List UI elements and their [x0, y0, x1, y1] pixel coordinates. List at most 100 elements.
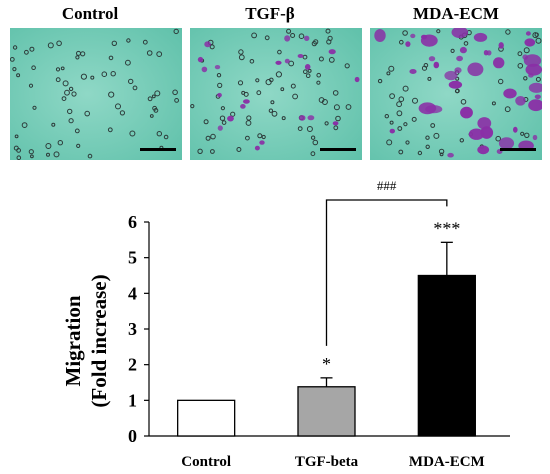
panel-title-control: Control — [61, 4, 119, 23]
membrane-pore — [298, 33, 305, 39]
membrane-pore — [288, 60, 295, 67]
membrane-pore — [396, 110, 403, 117]
significance-label: *** — [433, 218, 460, 238]
migrated-cell — [493, 57, 505, 69]
migrated-cell — [409, 69, 417, 74]
membrane-pore — [156, 131, 163, 137]
membrane-pore — [505, 29, 511, 35]
membrane-pore — [68, 86, 74, 92]
membrane-pore — [108, 91, 115, 98]
membrane-pore — [190, 104, 195, 109]
membrane-pore — [425, 144, 430, 150]
migrated-cell — [304, 35, 310, 41]
membrane-pore — [523, 47, 530, 54]
membrane-pore — [245, 135, 250, 141]
membrane-pore — [210, 133, 216, 140]
migrated-cell — [477, 145, 490, 155]
migration-bar-chart: 0 1 2 3 4 5 6 Migration (Fold increase) Control * T… — [61, 178, 510, 470]
membrane-pore — [142, 39, 148, 45]
membrane-pore — [173, 28, 179, 35]
membrane-pore — [412, 97, 418, 104]
membrane-pore — [324, 121, 329, 126]
scale-bar — [500, 148, 536, 151]
membrane-pore — [53, 151, 60, 158]
migrated-cell — [214, 65, 221, 70]
membrane-pore — [237, 80, 244, 86]
significance-label: * — [322, 354, 331, 374]
migrated-cell — [460, 106, 473, 119]
migrated-cell — [298, 115, 306, 121]
membrane-pore — [60, 66, 65, 71]
membrane-pore — [151, 94, 156, 99]
membrane-pore — [80, 73, 88, 80]
membrane-pore — [243, 91, 249, 97]
migrated-cell — [374, 29, 386, 42]
membrane-pore — [62, 80, 69, 87]
membrane-pore — [335, 115, 341, 122]
membrane-pore — [325, 28, 331, 34]
membrane-pore — [31, 65, 36, 71]
membrane-pore — [306, 126, 313, 132]
membrane-pore — [269, 77, 274, 83]
membrane-pore — [333, 125, 339, 131]
migrated-cell — [528, 82, 542, 93]
bar-tgf-beta — [297, 386, 356, 437]
membrane-pore — [28, 149, 34, 155]
membrane-pore — [246, 115, 252, 121]
migrated-cell — [240, 104, 246, 109]
membrane-pore — [84, 110, 90, 117]
membrane-pore — [455, 88, 460, 94]
x-tick-label: Control — [181, 454, 231, 470]
migrated-cell — [204, 41, 211, 48]
panel-title-tgf: TGF-β — [245, 4, 295, 23]
migrated-cell — [454, 67, 462, 74]
membrane-pore — [119, 110, 126, 116]
membrane-pore — [29, 46, 35, 52]
migrated-cell — [525, 31, 531, 36]
membrane-pore — [238, 54, 245, 61]
membrane-pore — [430, 123, 436, 128]
scale-bar — [140, 148, 176, 151]
membrane-pore — [256, 90, 262, 96]
micrograph-control — [10, 28, 182, 160]
membrane-pore — [327, 35, 333, 41]
membrane-pore — [221, 120, 227, 125]
membrane-pore — [147, 96, 153, 102]
membrane-pore — [251, 32, 257, 39]
membrane-pore — [290, 83, 296, 89]
membrane-pore — [311, 41, 317, 47]
membrane-pore — [524, 132, 530, 139]
migrated-cell — [197, 56, 204, 63]
membrane-pore — [504, 106, 511, 113]
y-tick-label: 2 — [128, 355, 137, 375]
membrane-pore — [128, 78, 134, 85]
x-tick-label: MDA-ECM — [409, 454, 485, 470]
membrane-pore — [45, 143, 52, 149]
migrated-cell — [515, 96, 526, 106]
membrane-pore — [16, 73, 21, 78]
migrated-cell — [284, 35, 291, 42]
migrated-cell — [284, 58, 290, 64]
migrated-cell — [354, 76, 360, 83]
migrated-cell — [459, 46, 467, 54]
migrated-cell — [328, 49, 336, 55]
membrane-pore — [388, 65, 395, 72]
membrane-pore — [236, 147, 242, 152]
membrane-pore — [68, 118, 74, 124]
y-tick-label: 1 — [128, 390, 137, 410]
migrated-cell — [243, 99, 250, 104]
membrane-pore — [56, 40, 62, 47]
membrane-pore — [163, 134, 169, 140]
migrated-cell — [297, 54, 304, 58]
y-axis-label: Migration — [61, 295, 85, 386]
migrated-cell — [477, 117, 492, 130]
migrated-cell — [227, 115, 234, 122]
membrane-pore — [115, 103, 121, 110]
membrane-pore — [245, 120, 252, 126]
membrane-pore — [108, 55, 114, 61]
membrane-pore — [203, 119, 209, 125]
membrane-pore — [307, 68, 312, 73]
membrane-pore — [397, 126, 403, 131]
membrane-pore — [459, 138, 465, 143]
membrane-pore — [316, 80, 321, 85]
